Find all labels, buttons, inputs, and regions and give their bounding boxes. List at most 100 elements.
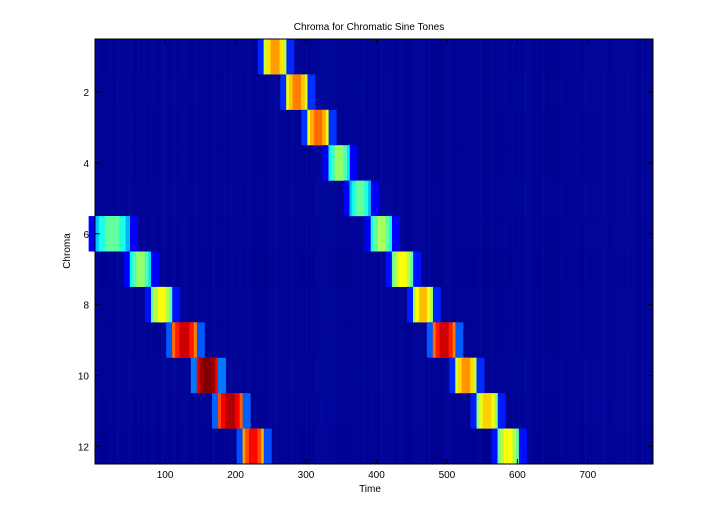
heatmap-cell	[470, 393, 506, 429]
background-stripe	[203, 39, 206, 464]
heatmap-cell-edge	[347, 145, 350, 181]
y-tick-label: 2	[83, 88, 89, 99]
background-stripe	[632, 39, 635, 464]
x-tick-label: 700	[579, 470, 596, 481]
y-tick-label: 4	[83, 159, 89, 170]
x-tick-label: 300	[298, 470, 315, 481]
background-stripe	[212, 39, 215, 464]
heatmap-cell-core	[292, 74, 302, 110]
heatmap-cell-edge	[326, 109, 329, 146]
background-stripe	[479, 39, 482, 464]
heatmap-cell	[145, 286, 181, 323]
background-stripe	[497, 39, 500, 464]
background-stripe	[335, 39, 338, 464]
background-stripe	[314, 39, 317, 464]
background-stripe	[179, 39, 182, 464]
background-stripe	[515, 39, 518, 464]
heatmap-cell-edge	[193, 322, 197, 358]
background-stripe	[257, 39, 260, 464]
heatmap-cell-edge	[328, 145, 332, 181]
heatmap-cell	[385, 251, 422, 287]
background-stripe	[182, 39, 185, 464]
heatmap-cell	[449, 357, 485, 394]
background-stripe	[602, 39, 605, 464]
background-row	[95, 145, 653, 181]
background-stripe	[266, 39, 269, 464]
heatmap-cell-edge	[151, 286, 154, 323]
heatmap-cell-core	[313, 109, 323, 146]
background-stripe	[326, 39, 329, 464]
background-stripe	[464, 39, 467, 464]
heatmap-cell-edge	[217, 393, 221, 429]
heatmap-cell-edge	[452, 322, 456, 358]
background-row	[95, 286, 653, 323]
background-row	[95, 109, 653, 146]
background-row	[95, 39, 653, 75]
heatmap-cell-edge	[368, 180, 371, 217]
background-stripe	[629, 39, 632, 464]
background-stripe	[524, 39, 527, 464]
heatmap-cell-core	[248, 428, 258, 464]
heatmap-cell-edge	[215, 357, 218, 394]
heatmap-cell-core	[136, 251, 145, 287]
heatmap-cell-edge	[242, 428, 246, 464]
background-stripe	[161, 39, 164, 464]
heatmap-cell-edge	[148, 251, 152, 287]
background-stripe	[542, 39, 545, 464]
x-tick-label: 600	[509, 470, 526, 481]
background-stripe	[605, 39, 608, 464]
background-stripe	[293, 39, 296, 464]
heatmap-cell	[166, 322, 205, 358]
background-stripe	[512, 39, 515, 464]
heatmap-cell	[280, 74, 316, 110]
background-stripe	[164, 39, 167, 464]
heatmap-cell	[322, 145, 358, 181]
background-stripe	[563, 39, 566, 464]
background-stripe	[323, 39, 326, 464]
background-stripe	[611, 39, 614, 464]
heatmap-cell-core	[356, 180, 365, 217]
heatmap-cell-core	[377, 216, 386, 252]
x-axis-label: Time	[359, 484, 381, 495]
background-stripe	[641, 39, 644, 464]
background-stripe	[491, 39, 494, 464]
background-stripe	[356, 39, 359, 464]
background-stripe	[290, 39, 293, 464]
heatmap-cell-core	[334, 145, 344, 181]
x-tick-label: 200	[227, 470, 244, 481]
heatmap-cell	[211, 393, 251, 429]
background-stripe	[287, 39, 290, 464]
y-tick-label: 8	[83, 301, 89, 312]
heatmap-cell-core	[105, 216, 120, 252]
heatmap-cell-core	[439, 322, 449, 358]
background-stripe	[614, 39, 617, 464]
heatmap-cell-core	[225, 393, 236, 429]
background-stripe	[635, 39, 638, 464]
background-stripe	[593, 39, 596, 464]
background-stripe	[281, 39, 284, 464]
background-stripe	[590, 39, 593, 464]
background-stripe	[320, 39, 323, 464]
heatmap-cell-edge	[455, 357, 458, 394]
background-stripe	[644, 39, 647, 464]
background-stripe	[443, 39, 446, 464]
background-stripe	[242, 39, 245, 464]
heatmap-cell-edge	[304, 74, 308, 110]
background-stripe	[428, 39, 431, 464]
background-stripe	[329, 39, 332, 464]
heatmap-cell	[426, 322, 464, 358]
y-tick-label: 6	[83, 230, 89, 241]
chart-title: Chroma for Chromatic Sine Tones	[294, 22, 444, 33]
background-stripe	[608, 39, 611, 464]
background-row	[95, 429, 653, 464]
heatmap-cell-edge	[370, 216, 374, 252]
heatmap-cell-core	[203, 357, 212, 394]
background-stripe	[617, 39, 620, 464]
heatmap-cell-edge	[286, 74, 289, 110]
background-row	[95, 74, 653, 110]
background-stripe	[626, 39, 629, 464]
background-stripe	[353, 39, 356, 464]
background-stripe	[233, 39, 236, 464]
heatmap-cell-core	[503, 428, 513, 464]
heatmap-cell-edge	[169, 286, 173, 323]
